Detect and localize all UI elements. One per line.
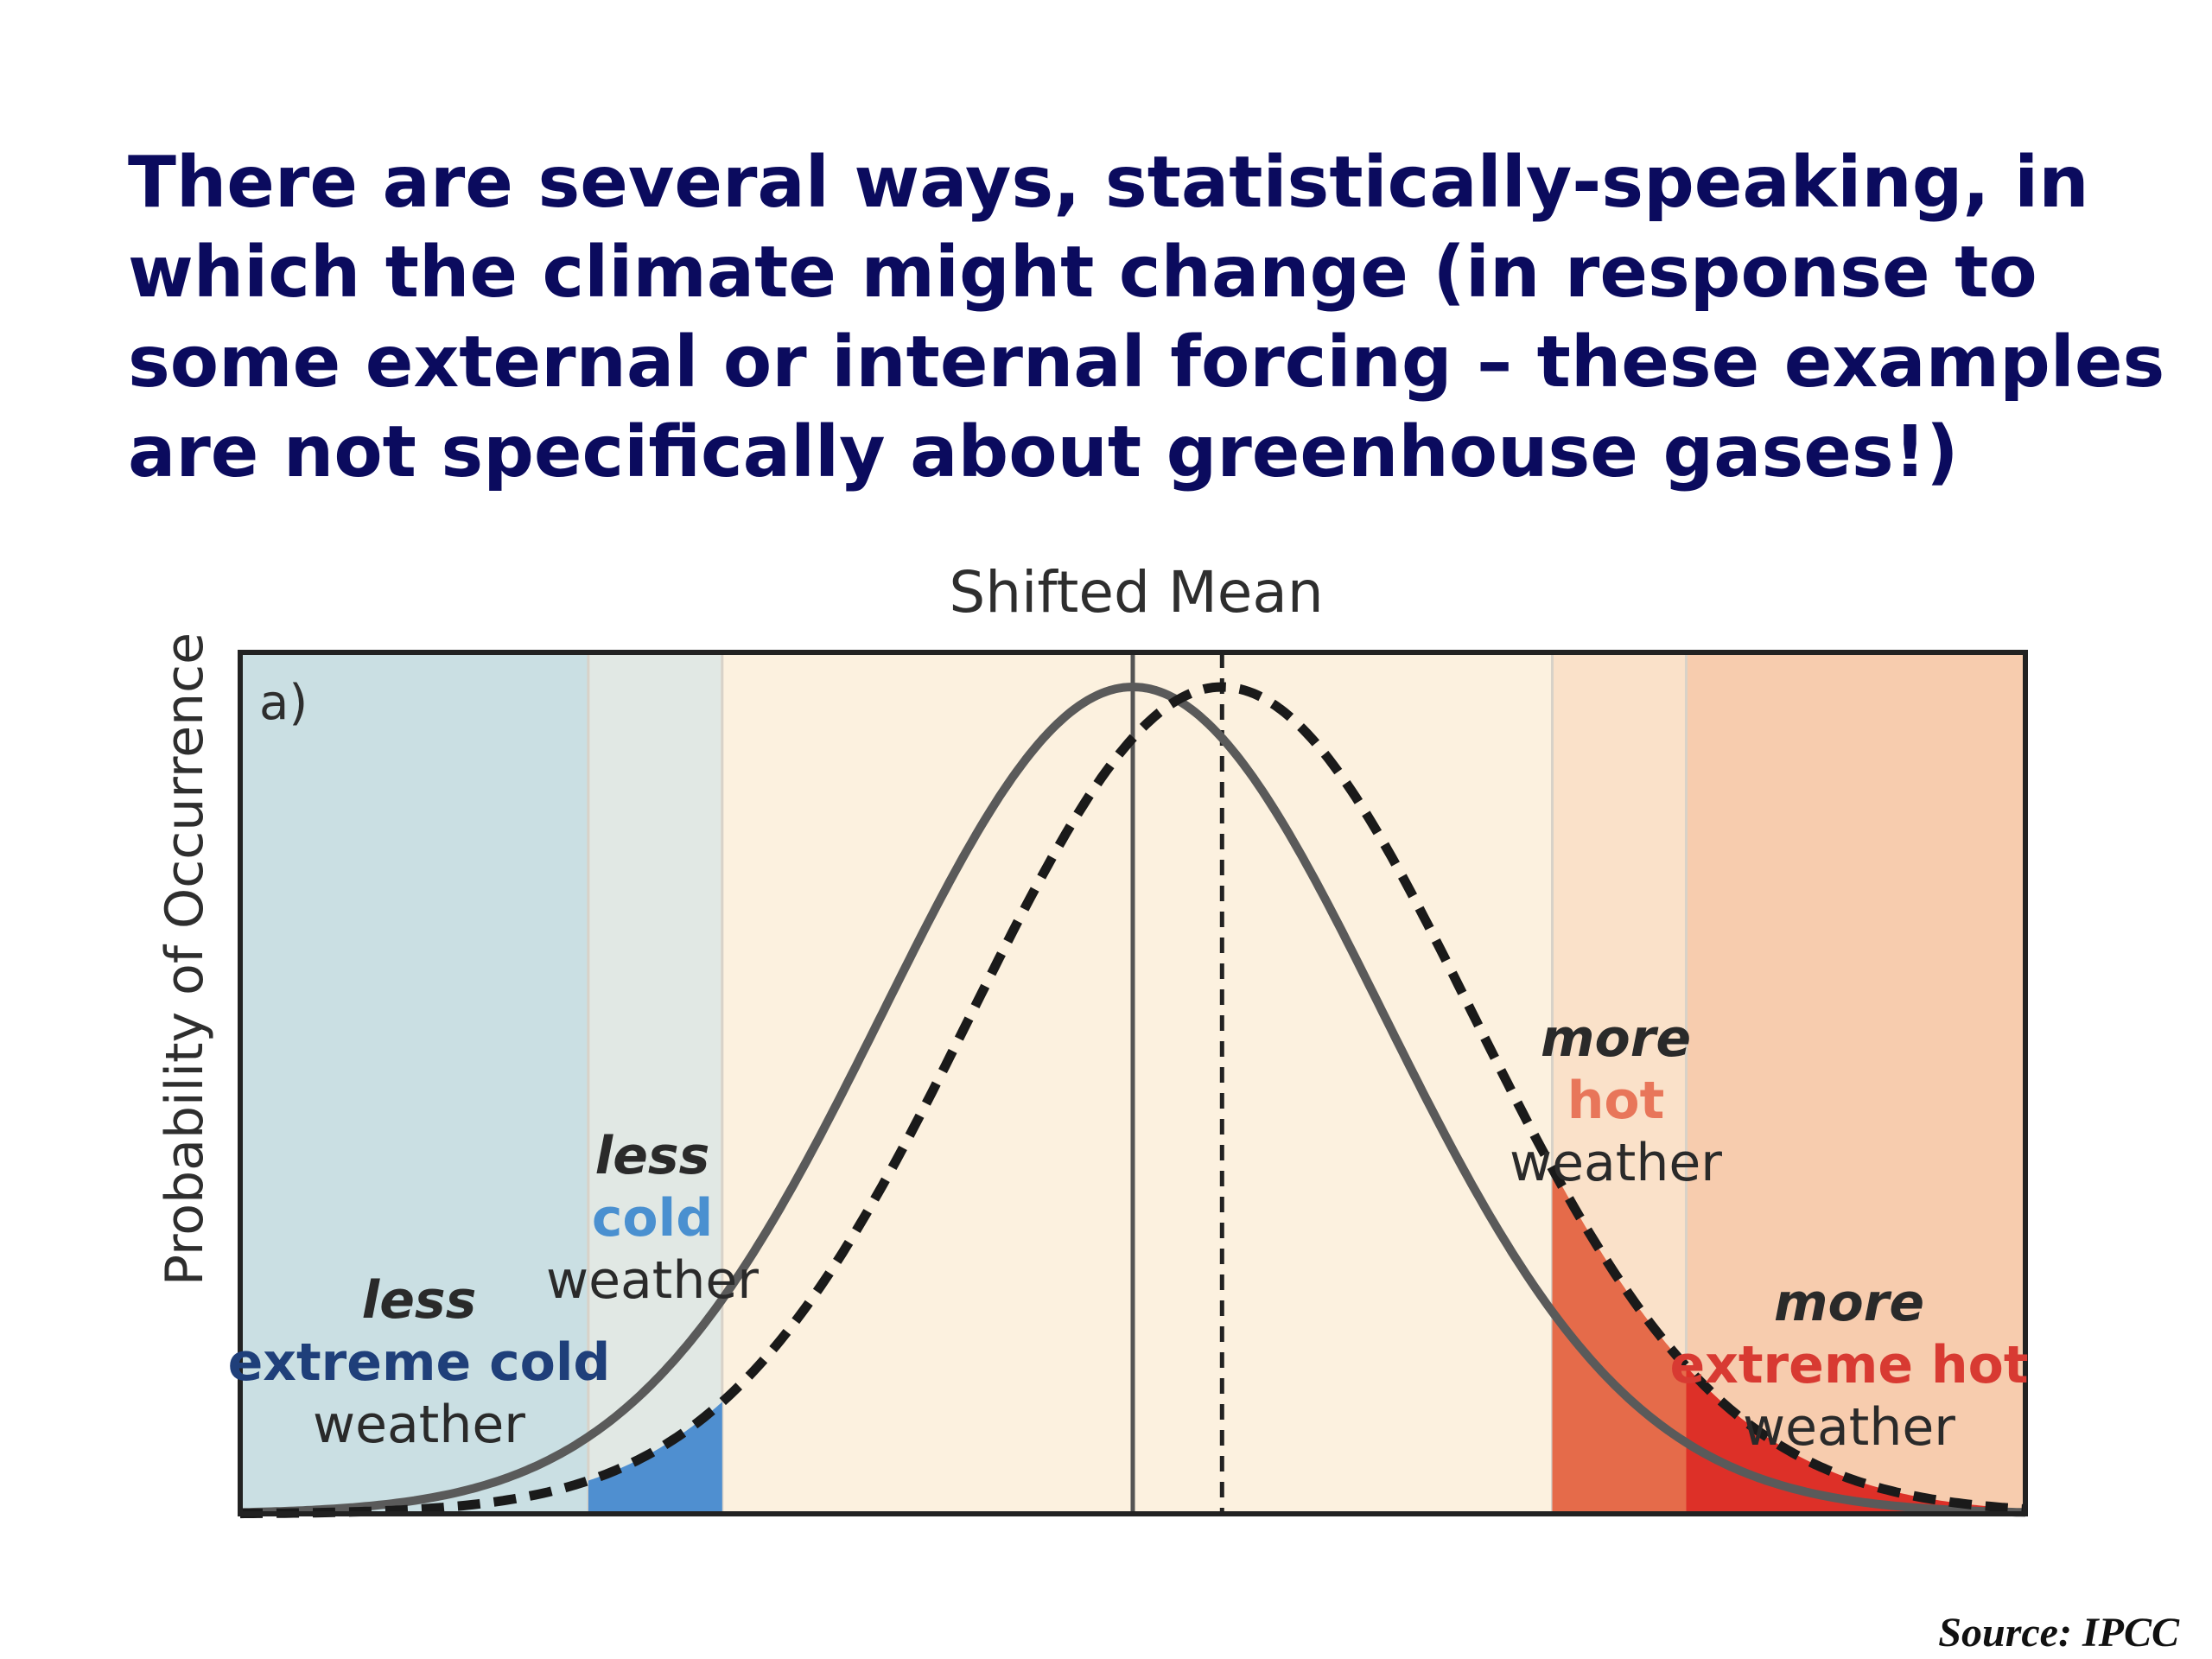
y-axis-label: Probability of Occurrence (155, 632, 215, 1286)
chart-title: Shifted Mean (949, 559, 1323, 626)
heading-line: are not specifically about greenhouse ga… (128, 411, 1959, 493)
shifted-distribution-curve (239, 682, 2026, 1519)
heading-line: which the climate might change (in respo… (128, 232, 2037, 314)
tail-fill (588, 1402, 722, 1514)
annotation-label: extreme hot (1669, 1335, 2028, 1395)
background-region (240, 652, 588, 1514)
annotation-label: more (1774, 1273, 1924, 1333)
plot-frame (238, 650, 2028, 1516)
annotation-label: less (595, 1126, 710, 1186)
annotation-label: weather (546, 1250, 759, 1311)
annotation-label: hot (1567, 1071, 1665, 1131)
background-region (588, 652, 722, 1514)
original-distribution-curve (239, 683, 2026, 1517)
annotation-label: weather (1510, 1133, 1722, 1193)
background-region (1686, 652, 2025, 1514)
annotation-label: cold (592, 1188, 713, 1249)
tail-fill (1552, 1168, 1687, 1514)
heading-line: There are several ways, statistically-sp… (128, 142, 2089, 224)
annotation-label: extreme cold (228, 1332, 611, 1393)
tail-fill (1686, 1366, 2025, 1514)
annotation-label: more (1541, 1008, 1691, 1069)
annotation-label: less (362, 1270, 477, 1331)
annotation-label: weather (1743, 1397, 1955, 1458)
source-credit: Source: IPCC (1938, 1610, 2179, 1656)
panel-label: a) (259, 675, 308, 731)
heading-line: some external or internal forcing – thes… (128, 321, 2165, 404)
annotation-label: weather (313, 1395, 525, 1455)
slide-heading: There are several ways, statistically-sp… (128, 138, 2165, 498)
